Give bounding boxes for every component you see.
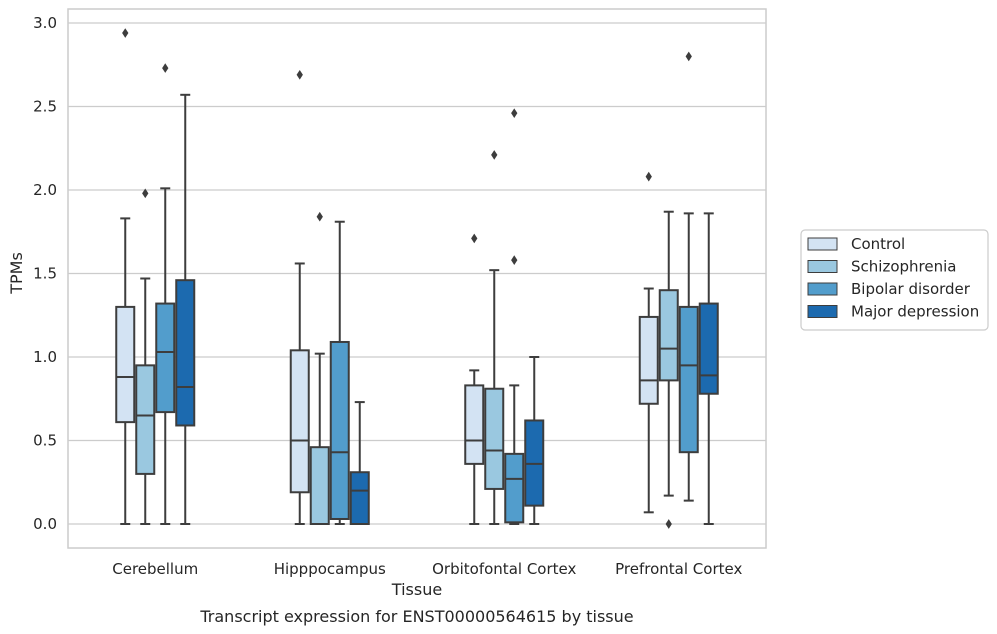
box-major-depression bbox=[349, 401, 370, 526]
box-body bbox=[309, 446, 330, 525]
box-control bbox=[464, 233, 485, 525]
box-body bbox=[638, 315, 659, 405]
outlier-point bbox=[511, 255, 518, 265]
x-axis-label: Tissue bbox=[391, 580, 442, 599]
legend-box bbox=[800, 229, 989, 331]
outlier-point bbox=[142, 188, 149, 199]
box-control bbox=[638, 171, 659, 514]
legend-swatch bbox=[807, 305, 838, 318]
box-body bbox=[115, 305, 136, 424]
box-body bbox=[464, 384, 485, 465]
box-body bbox=[484, 387, 505, 490]
plot-border bbox=[67, 8, 767, 549]
box-schizophrenia bbox=[309, 211, 330, 525]
legend: Control Schizophrenia Bipolar disorder Majo… bbox=[800, 229, 989, 331]
box-body bbox=[155, 302, 176, 414]
grid-lines bbox=[68, 22, 766, 525]
box-schizophrenia bbox=[658, 210, 679, 529]
y-tick-label: 3.0 bbox=[33, 14, 57, 32]
x-tick-label: Hipppocampus bbox=[274, 560, 386, 578]
box-body bbox=[329, 340, 350, 520]
y-tick-label: 2.0 bbox=[33, 181, 57, 199]
box-body bbox=[349, 471, 370, 526]
x-tick-label: Prefrontal Cortex bbox=[615, 560, 742, 578]
y-tick-label: 0.5 bbox=[33, 432, 57, 450]
y-tick-label: 1.5 bbox=[33, 265, 57, 283]
box-body bbox=[504, 452, 525, 524]
legend-label: Schizophrenia bbox=[851, 258, 956, 276]
box-major-depression bbox=[524, 356, 545, 525]
box-bipolar-disorder bbox=[329, 220, 350, 525]
box-major-depression bbox=[175, 93, 196, 525]
y-tick-label: 1.0 bbox=[33, 348, 57, 366]
box-control bbox=[115, 28, 136, 525]
box-control bbox=[289, 69, 310, 525]
legend-label: Bipolar disorder bbox=[851, 280, 971, 298]
outlier-point bbox=[685, 51, 692, 62]
legend-swatch bbox=[807, 282, 838, 296]
x-axis-ticks: Cerebellum Hipppocampus Orbitofontal Corte… bbox=[112, 560, 742, 578]
x-tick-label: Cerebellum bbox=[112, 560, 198, 578]
outlier-point bbox=[645, 171, 652, 182]
legend-label: Major depression bbox=[851, 303, 979, 321]
legend-swatch bbox=[807, 260, 838, 273]
box-body bbox=[698, 302, 719, 395]
box-bipolar-disorder bbox=[504, 108, 525, 525]
legend-swatch bbox=[807, 237, 838, 251]
box-schizophrenia bbox=[484, 150, 505, 525]
box-body bbox=[678, 305, 699, 454]
y-axis-ticks: 0.0 0.5 1.0 1.5 2.0 2.5 3.0 bbox=[33, 14, 57, 533]
x-tick-label: Orbitofontal Cortex bbox=[432, 560, 576, 578]
chart-caption: Transcript expression for ENST0000056461… bbox=[199, 607, 633, 626]
plot-frame bbox=[67, 8, 767, 549]
outlier-point bbox=[511, 108, 518, 119]
box-body bbox=[289, 349, 310, 494]
outlier-point bbox=[665, 519, 672, 529]
y-tick-label: 2.5 bbox=[33, 98, 57, 116]
box-body bbox=[658, 289, 679, 382]
y-axis-label: TPMs bbox=[7, 252, 26, 295]
outlier-point bbox=[122, 28, 129, 38]
y-tick-label: 0.0 bbox=[33, 515, 57, 533]
box-schizophrenia bbox=[135, 188, 156, 525]
legend-label: Control bbox=[851, 235, 905, 253]
outlier-point bbox=[296, 69, 303, 80]
outlier-point bbox=[471, 233, 478, 244]
box-bipolar-disorder bbox=[678, 51, 699, 502]
box-series bbox=[115, 28, 719, 529]
box-major-depression bbox=[698, 212, 719, 525]
outlier-point bbox=[491, 150, 498, 160]
box-bipolar-disorder bbox=[155, 63, 176, 525]
outlier-point bbox=[316, 211, 323, 222]
box-body bbox=[135, 364, 156, 475]
outlier-point bbox=[162, 63, 169, 73]
box-body bbox=[175, 279, 196, 427]
